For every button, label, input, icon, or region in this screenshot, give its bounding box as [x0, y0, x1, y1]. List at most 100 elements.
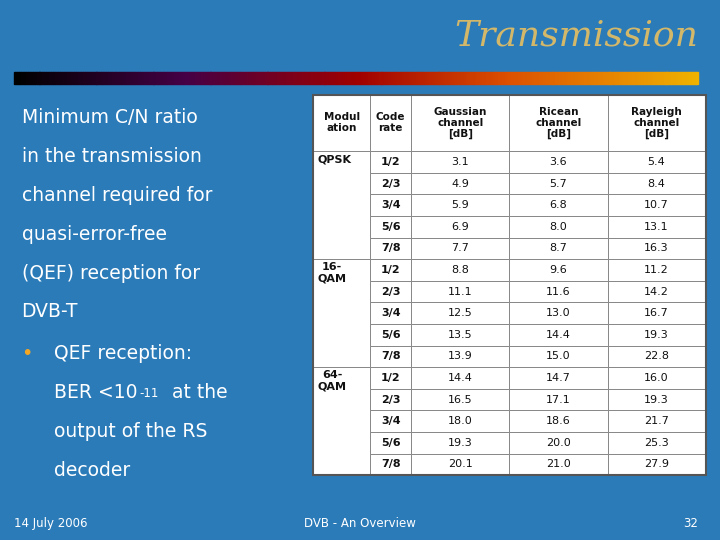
Text: 12.5: 12.5	[448, 308, 473, 318]
Bar	[498, 72, 500, 84]
Bar	[527, 72, 530, 84]
Bar	[411, 94, 510, 151]
Bar	[539, 72, 541, 84]
Bar	[510, 367, 608, 389]
Bar	[370, 302, 411, 324]
Bar	[548, 72, 550, 84]
Text: 19.3: 19.3	[448, 438, 473, 448]
Bar	[158, 72, 161, 84]
Text: QEF reception:: QEF reception:	[54, 344, 192, 363]
Bar	[510, 324, 608, 346]
Bar	[122, 72, 124, 84]
Bar	[128, 72, 131, 84]
Bar	[370, 72, 372, 84]
Bar	[258, 72, 261, 84]
Bar	[544, 72, 546, 84]
Bar	[229, 72, 231, 84]
Bar	[530, 72, 532, 84]
Bar	[370, 454, 411, 475]
Bar	[554, 72, 557, 84]
Text: 16-
QAM: 16- QAM	[318, 262, 346, 284]
Bar	[313, 151, 370, 259]
Bar	[144, 72, 147, 84]
Bar	[696, 72, 698, 84]
Bar	[382, 72, 384, 84]
Bar	[313, 94, 370, 151]
Bar	[356, 72, 359, 84]
Bar	[418, 72, 420, 84]
Bar	[429, 72, 432, 84]
Bar	[235, 72, 238, 84]
Text: 15.0: 15.0	[546, 352, 571, 361]
Bar	[276, 72, 279, 84]
Bar	[78, 72, 81, 84]
Text: 13.1: 13.1	[644, 222, 669, 232]
Bar	[411, 410, 510, 432]
Bar	[608, 259, 706, 281]
Bar	[261, 72, 263, 84]
Bar	[188, 72, 190, 84]
Bar	[179, 72, 181, 84]
Bar	[161, 72, 163, 84]
Text: 6.8: 6.8	[549, 200, 567, 210]
Text: 5.9: 5.9	[451, 200, 469, 210]
Bar	[354, 72, 356, 84]
Bar	[112, 72, 114, 84]
Text: 19.3: 19.3	[644, 330, 669, 340]
Bar	[564, 72, 566, 84]
Bar	[409, 72, 411, 84]
Bar	[370, 432, 411, 454]
Bar	[510, 238, 608, 259]
Bar	[370, 238, 411, 259]
Text: 8.7: 8.7	[549, 244, 567, 253]
Text: Gaussian
channel
[dB]: Gaussian channel [dB]	[433, 106, 487, 139]
Bar	[368, 72, 370, 84]
Bar	[441, 72, 443, 84]
Bar	[28, 72, 30, 84]
Bar	[438, 72, 441, 84]
Bar	[614, 72, 616, 84]
Bar	[343, 72, 345, 84]
Bar	[282, 72, 284, 84]
Bar	[510, 281, 608, 302]
Bar	[341, 72, 343, 84]
Bar	[215, 72, 217, 84]
Text: 5.7: 5.7	[549, 179, 567, 188]
Bar	[411, 72, 413, 84]
Text: 6.9: 6.9	[451, 222, 469, 232]
Bar	[108, 72, 110, 84]
Text: 8.0: 8.0	[549, 222, 567, 232]
Bar	[534, 72, 536, 84]
Text: output of the RS: output of the RS	[54, 422, 207, 441]
Bar	[352, 72, 354, 84]
Bar	[673, 72, 675, 84]
Bar	[493, 72, 495, 84]
Bar	[183, 72, 186, 84]
Bar	[247, 72, 249, 84]
Bar	[402, 72, 405, 84]
Bar	[487, 72, 489, 84]
Bar	[92, 72, 94, 84]
Bar	[89, 72, 92, 84]
Bar	[452, 72, 454, 84]
Bar	[249, 72, 251, 84]
Bar	[297, 72, 300, 84]
Bar	[169, 72, 172, 84]
Bar	[608, 454, 706, 475]
Bar	[204, 72, 206, 84]
Bar	[199, 72, 202, 84]
Text: 13.9: 13.9	[448, 352, 473, 361]
Bar	[279, 72, 282, 84]
Bar	[347, 72, 350, 84]
Bar	[634, 72, 637, 84]
Bar	[370, 194, 411, 216]
Bar	[290, 72, 292, 84]
Bar	[648, 72, 651, 84]
Bar	[589, 72, 591, 84]
Bar	[370, 151, 411, 173]
Bar	[675, 72, 678, 84]
Bar	[313, 367, 370, 475]
Text: 13.5: 13.5	[448, 330, 472, 340]
Text: 14.4: 14.4	[546, 330, 571, 340]
Bar	[608, 151, 706, 173]
